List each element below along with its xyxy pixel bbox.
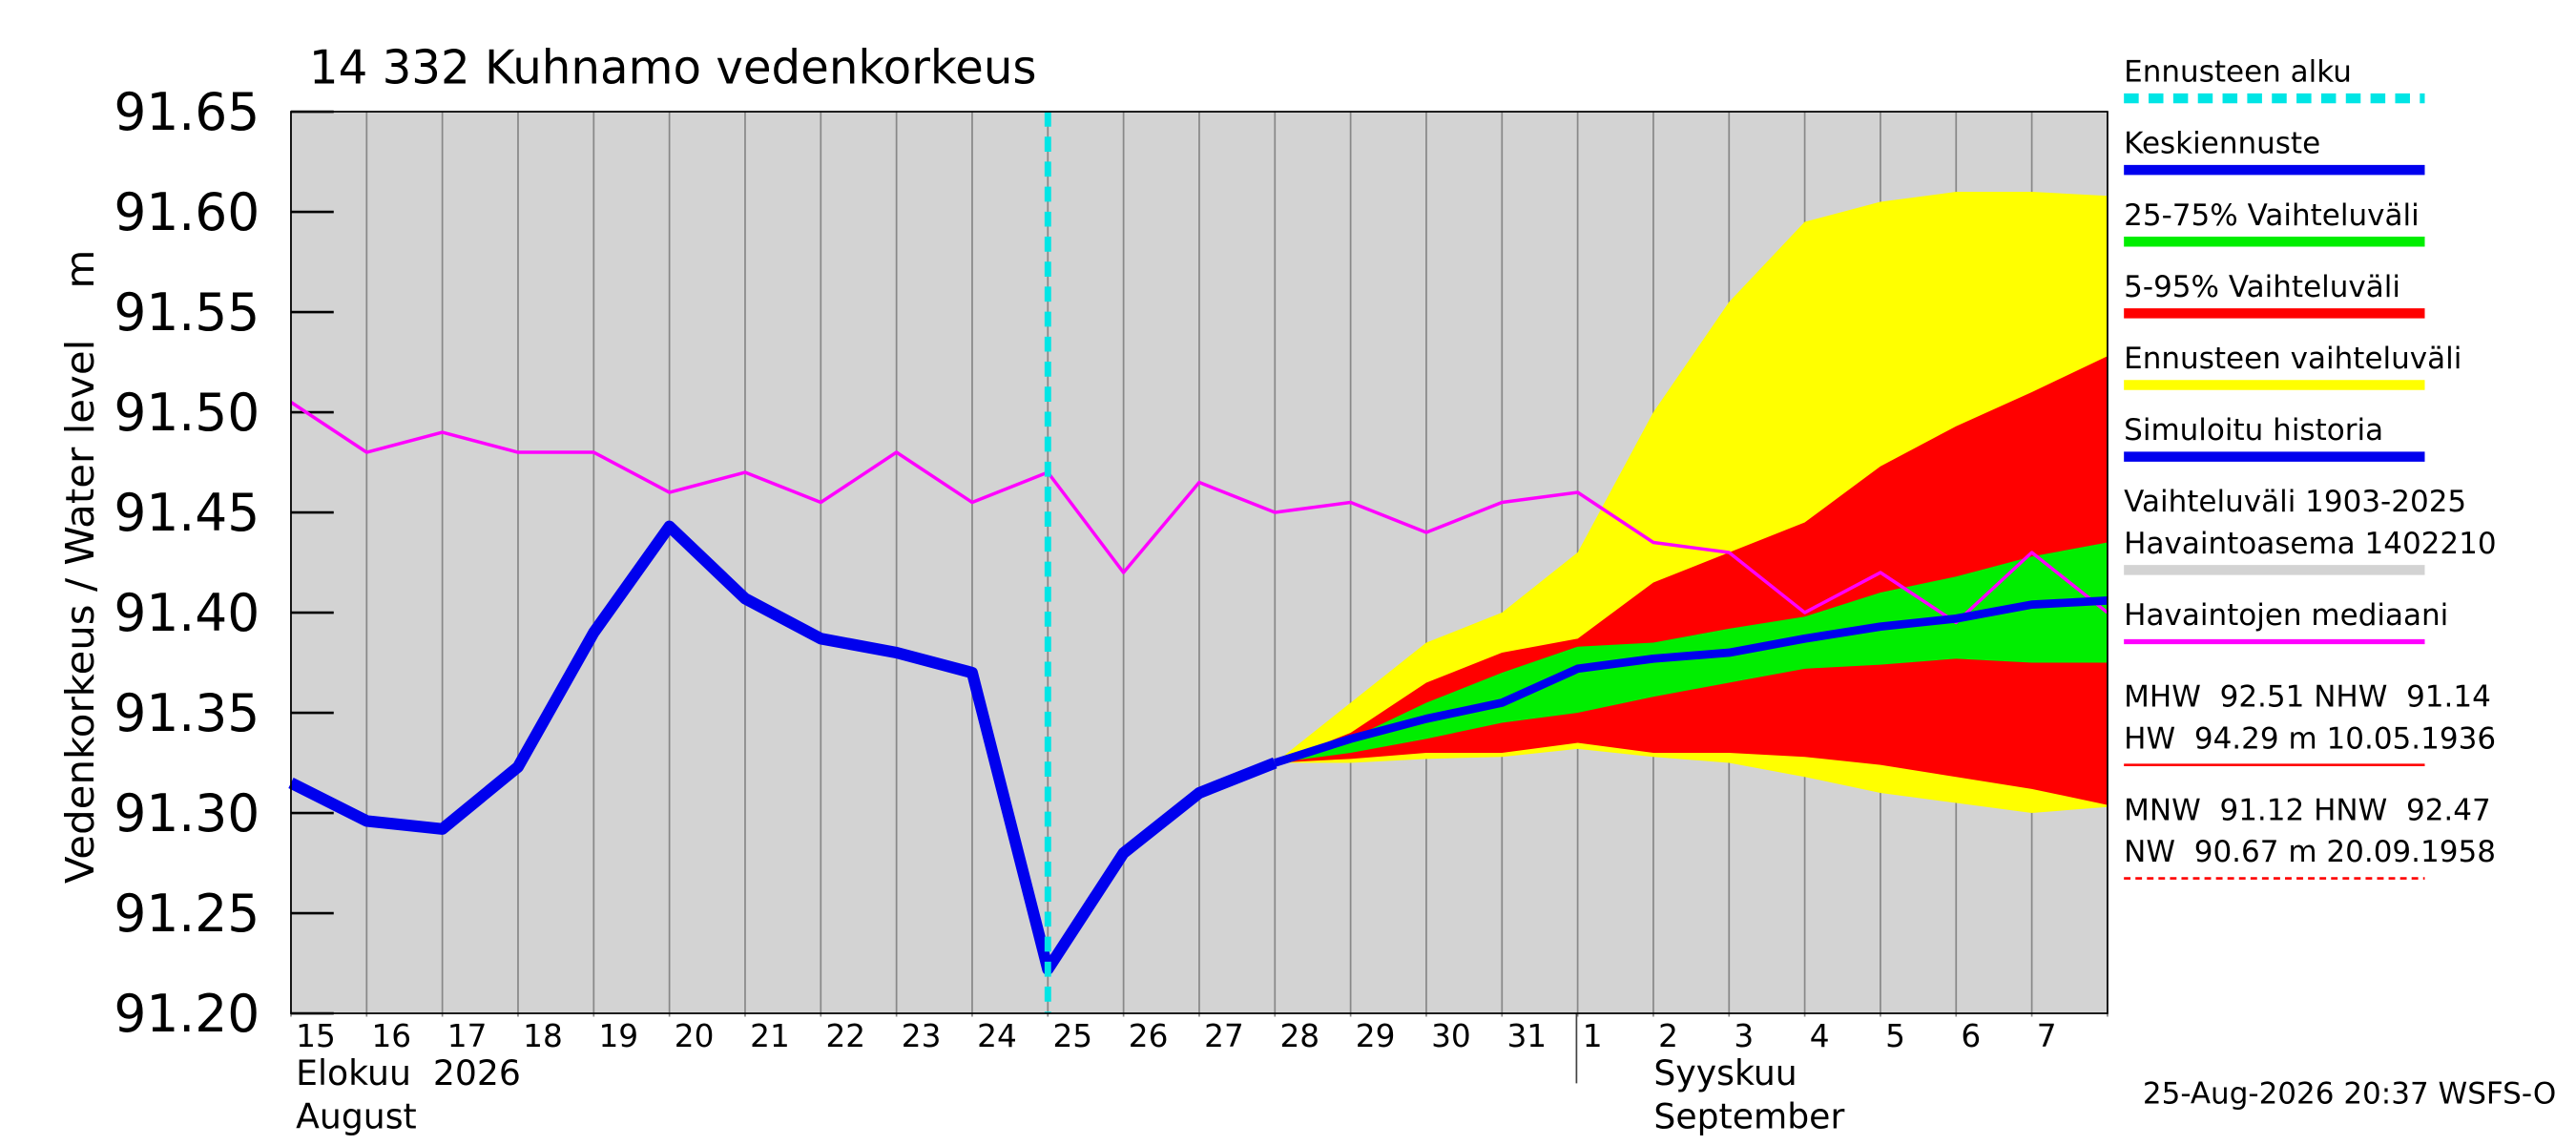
y-tick-label: 91.55 (114, 282, 260, 343)
observed-line (288, 520, 1278, 975)
y-tick-label: 91.40 (114, 583, 260, 643)
x-tick-label: 5 (1885, 1017, 1905, 1054)
x-tick-label: 17 (447, 1017, 488, 1054)
y-tick-label: 91.50 (114, 383, 260, 443)
x-tick-label: 3 (1734, 1017, 1754, 1054)
plot-frame (290, 111, 2109, 1014)
x-tick-label: 24 (977, 1017, 1017, 1054)
legend-label: Simuloitu historia (2124, 413, 2383, 448)
y-axis-label: Vedenkorkeus / Water level m (56, 250, 103, 884)
stat-text: MHW 92.51 NHW 91.14 (2124, 679, 2491, 714)
legend-label: 25-75% Vaihteluväli (2124, 198, 2420, 233)
x-tick-label: 19 (598, 1017, 638, 1054)
month-label: Syyskuu (1653, 1052, 1797, 1093)
x-tick-label: 27 (1204, 1017, 1244, 1054)
x-tick-label: 18 (523, 1017, 563, 1054)
x-tick-label: 22 (825, 1017, 865, 1054)
y-tick-label: 91.60 (114, 182, 260, 242)
x-tick-label: 16 (371, 1017, 411, 1054)
x-tick-label: 26 (1129, 1017, 1169, 1054)
x-tick-label: 28 (1279, 1017, 1319, 1054)
legend-label: Keskiennuste (2124, 127, 2320, 161)
forecast-line (1274, 596, 2109, 767)
x-tick-label: 23 (902, 1017, 942, 1054)
y-tick-label: 91.65 (114, 82, 260, 142)
month-label: September (1653, 1095, 1844, 1136)
x-tick-label: 20 (675, 1017, 715, 1054)
x-tick-label: 29 (1356, 1017, 1396, 1054)
y-tick-label: 91.20 (114, 984, 260, 1044)
median-line (290, 401, 2109, 625)
legend-label: Ennusteen alku (2124, 54, 2352, 89)
stat-text: HW 94.29 m 10.05.1936 (2124, 721, 2496, 756)
y-tick-label: 91.25 (114, 884, 260, 944)
x-tick-label: 31 (1506, 1017, 1547, 1054)
legend-label: Ennusteen vaihteluväli (2124, 342, 2462, 376)
x-tick-label: 1 (1583, 1017, 1603, 1054)
chart-title: 14 332 Kuhnamo vedenkorkeus (309, 41, 1037, 94)
y-tick-label: 91.35 (114, 683, 260, 743)
x-tick-label: 4 (1810, 1017, 1830, 1054)
x-tick-label: 25 (1052, 1017, 1092, 1054)
timestamp: 25-Aug-2026 20:37 WSFS-O (2143, 1076, 2556, 1111)
month-label: Elokuu 2026 (296, 1052, 521, 1093)
y-tick-label: 91.45 (114, 483, 260, 543)
stat-text: MNW 91.12 HNW 92.47 (2124, 793, 2491, 827)
month-label: August (296, 1095, 417, 1136)
x-tick-label: 21 (750, 1017, 790, 1054)
x-tick-label: 6 (1961, 1017, 1981, 1054)
legend-label: 5-95% Vaihteluväli (2124, 270, 2400, 304)
x-tick-label: 15 (296, 1017, 336, 1054)
legend-label: Vaihteluväli 1903-2025 Havaintoasema 1402… (2124, 485, 2496, 561)
y-tick-label: 91.30 (114, 783, 260, 843)
x-tick-label: 30 (1431, 1017, 1471, 1054)
x-tick-label: 7 (2037, 1017, 2057, 1054)
x-tick-label: 2 (1658, 1017, 1678, 1054)
stat-text: NW 90.67 m 20.09.1958 (2124, 835, 2496, 869)
legend-label: Havaintojen mediaani (2124, 598, 2448, 633)
